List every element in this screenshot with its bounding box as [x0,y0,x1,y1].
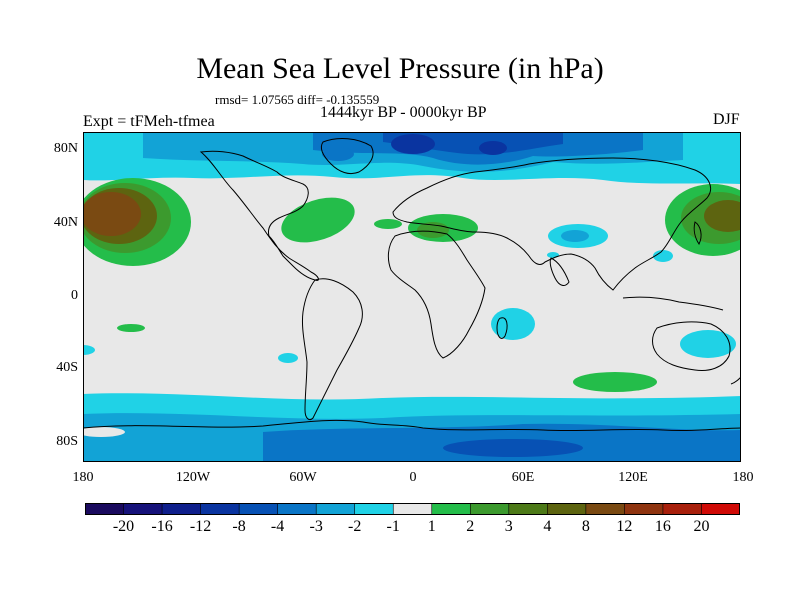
colorbar-box [85,503,125,515]
lon-tick-60e: 60E [511,470,535,485]
colorbar-label: -12 [189,518,212,535]
mediterranean-high-west [374,219,402,229]
colorbar-box [392,503,433,515]
lat-tick-40n: 40N [53,215,78,230]
colorbar-box [547,503,587,515]
south-atlantic-low-patch [83,345,95,355]
south-pacific-high-patch [117,324,145,332]
australia-low [680,330,736,358]
greenland-coast [320,138,374,175]
north-pacific-high-core [83,192,141,236]
colorbar-label: -3 [309,518,323,535]
japan-coast [693,221,702,245]
colorbar-label: 2 [466,518,475,535]
colorbar-box [238,503,279,515]
colorbar-label: 3 [504,518,513,535]
colorbar-box [624,503,664,515]
colorbar-box [354,503,394,515]
arabian-low-patch [547,252,559,258]
colorbar-label: 12 [616,518,633,535]
lat-tick-0: 0 [71,288,78,303]
colorbar-box [277,503,317,515]
colorbar-box [315,503,356,515]
nw-pacific-high-core [704,200,741,232]
antarctica-deep-patch [443,439,583,457]
lat-tick-80s: 80S [56,434,78,449]
madagascar-coast [496,317,508,339]
new-zealand-coast [730,376,741,385]
colorbar-label: -2 [348,518,362,535]
lon-tick-0: 0 [409,470,417,485]
antarctica-neutral-patch [83,427,125,437]
colorbar-label: -8 [232,518,246,535]
south-america-low [278,353,298,363]
colorbar-box [508,503,548,515]
colorbar-label: 4 [543,518,552,535]
lon-tick-180e: 180 [732,470,754,485]
experiment-label: Expt = tFMeh-tfmea [83,113,215,130]
mozambique-low [491,308,535,340]
southern-ocean-high [573,372,657,392]
arctic-deep-core [391,134,435,154]
colorbar-box [431,503,471,515]
antarctica-coast [83,419,741,432]
colorbar-box [585,503,626,515]
lon-tick-180w: 180 [72,470,94,485]
south-america-coast [302,278,363,421]
colorbar-label: 8 [581,518,590,535]
map-frame [83,132,741,462]
colorbar-label: 1 [427,518,436,535]
chart-title: Mean Sea Level Pressure (in hPa) [196,52,604,85]
pressure-anomaly-map [83,132,741,462]
colorbar-label: -1 [386,518,400,535]
pacific-low-patch [653,250,673,262]
lon-tick-120w: 120W [175,470,211,485]
arctic-deep-core-east [479,141,507,155]
period-label: 1444kyr BP - 0000kyr BP [320,104,487,121]
colorbar-box [701,503,740,515]
colorbar-label: -16 [151,518,173,535]
europe-asia-coast [392,157,711,291]
central-asia-low-core [561,230,589,242]
lon-tick-60w: 60W [289,470,317,485]
colorbar-label: -4 [270,518,285,535]
lon-tick-120e: 120E [618,470,648,485]
colorbar [85,503,740,515]
colorbar-box [662,503,703,515]
colorbar-box [469,503,510,515]
australia-coast [652,321,731,371]
coastlines [83,138,741,432]
season-label: DJF [713,111,740,128]
lat-tick-40s: 40S [56,360,78,375]
stats-line: rmsd= 1.07565 diff= -0.135559 [215,92,380,107]
africa-coast [387,230,486,359]
mediterranean-high-core [417,222,449,238]
greenland-low-patch [322,147,354,161]
colorbar-box [161,503,202,515]
colorbar-label: 16 [654,518,671,535]
lat-tick-80n: 80N [53,141,78,156]
north-america-coast [199,150,319,281]
colorbar-box [200,503,240,515]
colorbar-label: -20 [112,518,135,535]
colorbar-box [123,503,163,515]
india-coast [549,257,570,286]
indonesia-coast [622,296,724,311]
colorbar-label: 20 [693,518,710,535]
